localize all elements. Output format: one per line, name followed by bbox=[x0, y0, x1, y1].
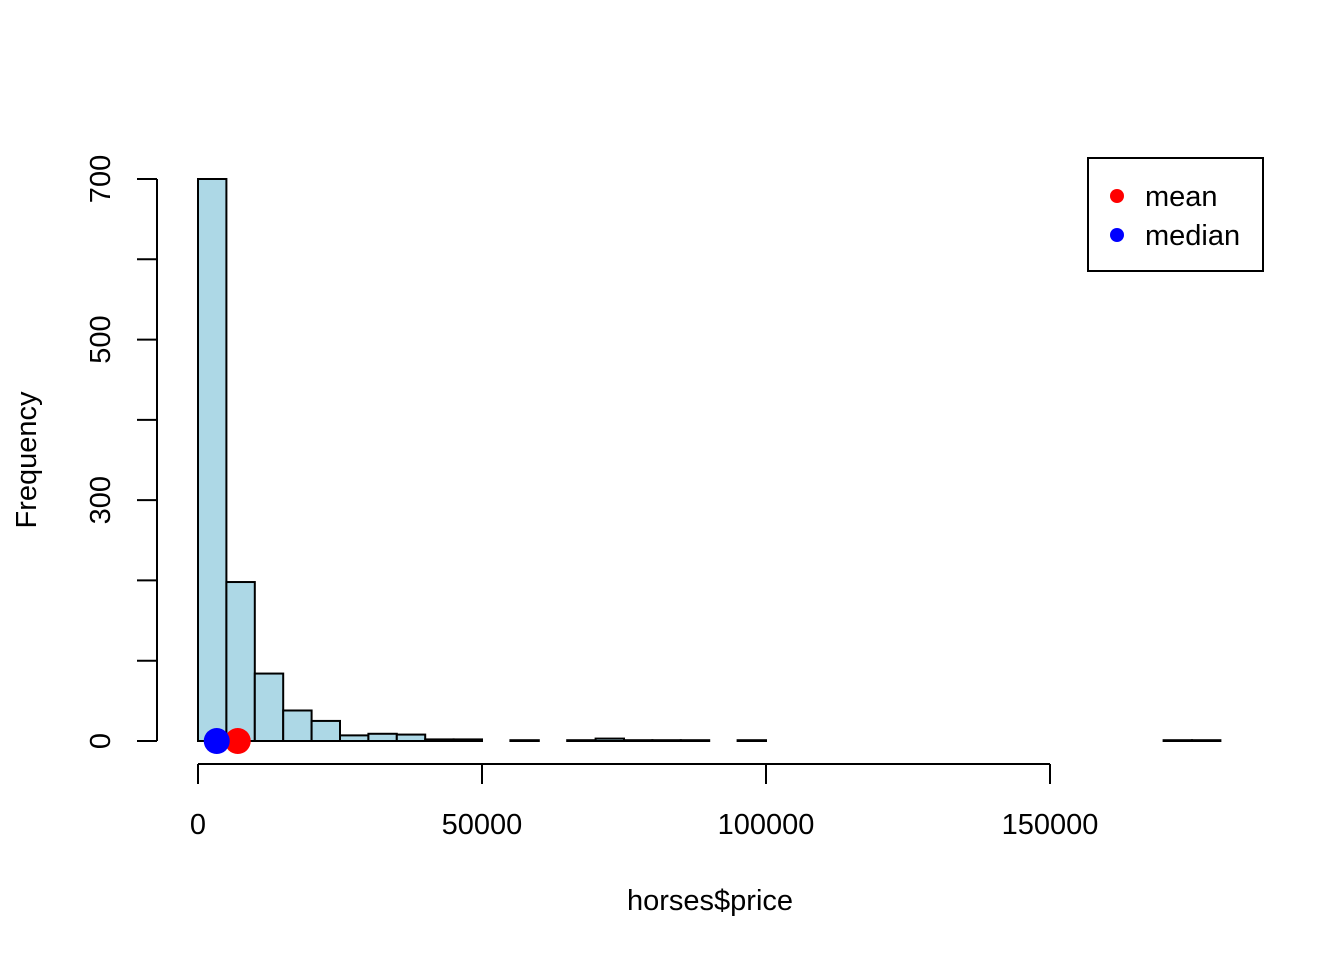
histogram-bar bbox=[197, 178, 228, 742]
median-marker bbox=[203, 728, 230, 754]
histogram-bar bbox=[1162, 739, 1193, 743]
y-axis-title: Frequency bbox=[11, 391, 43, 529]
histogram-bars bbox=[197, 178, 1222, 743]
histogram-bar bbox=[253, 672, 285, 742]
x-tick-label: 50000 bbox=[442, 809, 523, 841]
median-legend-label: median bbox=[1145, 220, 1240, 252]
x-tick-label: 150000 bbox=[1002, 809, 1099, 841]
histogram-bar bbox=[623, 739, 654, 743]
histogram-bar bbox=[395, 733, 427, 743]
y-tick-label: 700 bbox=[85, 155, 117, 203]
histogram-bar bbox=[651, 739, 682, 743]
x-axis-title: horses$price bbox=[627, 885, 793, 917]
histogram-bar bbox=[225, 581, 256, 743]
histogram-bar bbox=[679, 739, 711, 743]
x-tick-label: 0 bbox=[190, 809, 206, 841]
histogram-bar bbox=[282, 709, 313, 743]
histogram-bar bbox=[509, 739, 540, 743]
x-tick-label: 100000 bbox=[718, 809, 815, 841]
histogram-bar bbox=[310, 719, 342, 743]
histogram-bar bbox=[566, 739, 597, 743]
summary-markers bbox=[203, 728, 251, 754]
legend: mean median bbox=[1087, 157, 1264, 272]
mean-legend-label: mean bbox=[1145, 181, 1218, 213]
histogram-bar bbox=[452, 738, 484, 743]
histogram-bar bbox=[367, 732, 398, 743]
histogram-bar bbox=[736, 739, 767, 743]
mean-marker bbox=[224, 728, 251, 754]
legend-box bbox=[1087, 157, 1264, 272]
y-tick-label: 500 bbox=[85, 315, 117, 363]
y-tick-label: 0 bbox=[85, 733, 117, 749]
x-axis: 0 50000 100000 150000 bbox=[190, 763, 1099, 841]
mean-legend-swatch bbox=[1110, 189, 1124, 203]
median-legend-swatch bbox=[1110, 228, 1124, 242]
y-axis: 0 300 500 700 bbox=[85, 155, 158, 749]
y-tick-label: 300 bbox=[85, 476, 117, 524]
histogram-bar bbox=[339, 734, 370, 743]
histogram-bar bbox=[594, 737, 625, 743]
histogram-bar bbox=[424, 738, 455, 743]
histogram-bar bbox=[1191, 739, 1222, 743]
